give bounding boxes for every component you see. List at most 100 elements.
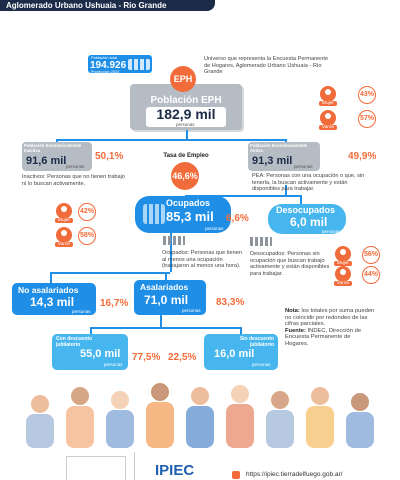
people-icons: [163, 236, 185, 245]
people-icons: [250, 237, 272, 246]
inactive-percent: 50,1%: [95, 151, 124, 162]
male-icon: [335, 266, 351, 282]
employed-value: 85,3 mil: [166, 209, 214, 224]
total-population-note: Proyección 2023: [91, 70, 120, 74]
with-pension-percent: 77,5%: [132, 352, 161, 363]
employed-label: Ocupados: [166, 198, 211, 208]
unemployed-label: Desocupados: [276, 205, 336, 215]
connector: [170, 232, 172, 272]
gender-percent: 57%: [358, 110, 376, 128]
non-salaried-label: No asalariados: [18, 285, 79, 295]
shape: [31, 395, 49, 413]
without-pension-label: Sin descuento jubilatorio: [239, 336, 274, 348]
shape: [66, 406, 94, 448]
gender-label: Varón: [334, 281, 352, 286]
employed-unit: personas: [205, 226, 224, 231]
gender-percent: 58%: [78, 227, 96, 245]
non-salaried-unit: personas: [72, 309, 91, 314]
female-icon: [335, 246, 351, 262]
female-icon: [56, 203, 72, 219]
shape: [351, 393, 369, 411]
gender-percent: 43%: [358, 86, 376, 104]
active-label: Población Económicamente Activa: [250, 143, 308, 153]
employed-icon: [143, 204, 165, 224]
active-definition: PEA: Personas con una ocupación o que, s…: [252, 173, 365, 193]
connector: [285, 185, 287, 195]
gender-label: Mujer: [334, 261, 352, 266]
eph-label: Población EPH: [150, 95, 222, 106]
without-pension-value: 16,0 mil: [214, 348, 255, 360]
connector: [165, 272, 167, 280]
unemployed-value: 6,0 mil: [290, 215, 328, 229]
shape: [26, 383, 374, 448]
shape: [111, 391, 129, 409]
shape: [311, 387, 329, 405]
non-salaried-value: 14,3 mil: [30, 295, 75, 309]
employed-definition: Ocupados: Personas que tienen al menos u…: [162, 250, 242, 270]
shape: [346, 412, 374, 448]
total-population-value: 194.926: [90, 60, 127, 71]
active-unit: personas: [294, 164, 313, 169]
with-pension-value: 55,0 mil: [80, 348, 121, 360]
gender-percent: 56%: [362, 246, 380, 264]
ipiec-logo: IPIEC: [155, 462, 195, 479]
shape: [191, 387, 209, 405]
shape: [146, 402, 174, 448]
footnote-label: Nota:: [285, 308, 300, 314]
inactive-label: Población Económicamente Inactiva: [24, 143, 82, 153]
shape: [186, 406, 214, 448]
footnote-text: los totales por suma pueden no coincidir…: [285, 308, 375, 328]
eph-value-box: [146, 107, 226, 127]
unemployed-box: [268, 204, 346, 234]
inactive-box: [22, 142, 92, 171]
crowd-illustration: [26, 383, 374, 448]
header-title: Aglomerado Urbano Ushuaia - Río Grande: [0, 0, 215, 11]
without-pension-percent: 22,5%: [168, 352, 197, 363]
salaried-percent: 83,3%: [216, 297, 245, 308]
eph-value: 182,9 mil: [156, 106, 216, 122]
connector: [160, 315, 162, 327]
connector: [300, 195, 302, 205]
gender-label: Varón: [319, 125, 337, 130]
shape: [271, 391, 289, 409]
employment-rate-label: Tasa de Empleo: [163, 153, 209, 159]
connector: [185, 195, 300, 197]
non-salaried-percent: 16,7%: [100, 298, 129, 309]
connector: [90, 327, 240, 329]
connector: [50, 272, 52, 283]
divider: [134, 452, 135, 480]
active-box: [248, 142, 320, 171]
salaried-value: 71,0 mil: [144, 293, 189, 307]
without-pension-box: [204, 334, 278, 370]
shape: [71, 387, 89, 405]
source-text: INDEC, Dirección de Encuesta Permanente …: [285, 327, 362, 347]
shape: [226, 404, 254, 448]
connector: [56, 139, 58, 144]
male-icon: [320, 110, 336, 126]
unemployment-rate: 6,6%: [226, 213, 249, 224]
non-salaried-box: [12, 283, 96, 315]
with-pension-box: [52, 334, 128, 370]
salaried-box: [134, 280, 206, 315]
shape: [151, 383, 169, 401]
male-icon: [56, 227, 72, 243]
gender-label: Mujer: [319, 101, 337, 106]
unemployed-unit: personas: [322, 229, 341, 234]
active-percent: 49,9%: [348, 151, 377, 162]
gender-percent: 42%: [78, 203, 96, 221]
with-pension-unit: personas: [104, 362, 123, 367]
connector: [90, 327, 92, 335]
inactive-unit: personas: [66, 164, 85, 169]
connector: [56, 139, 286, 141]
shape: [26, 414, 54, 448]
without-pension-unit: personas: [252, 362, 271, 367]
shape: [231, 385, 249, 403]
website-url[interactable]: https://ipiec.tierradelfuego.gob.ar/: [246, 471, 343, 478]
logo-box: [66, 456, 126, 480]
salaried-label: Asalariados: [140, 282, 189, 292]
gender-percent: 44%: [362, 266, 380, 284]
connector: [186, 130, 188, 140]
gender-label: Mujer: [55, 218, 73, 223]
web-icon: [232, 471, 240, 479]
